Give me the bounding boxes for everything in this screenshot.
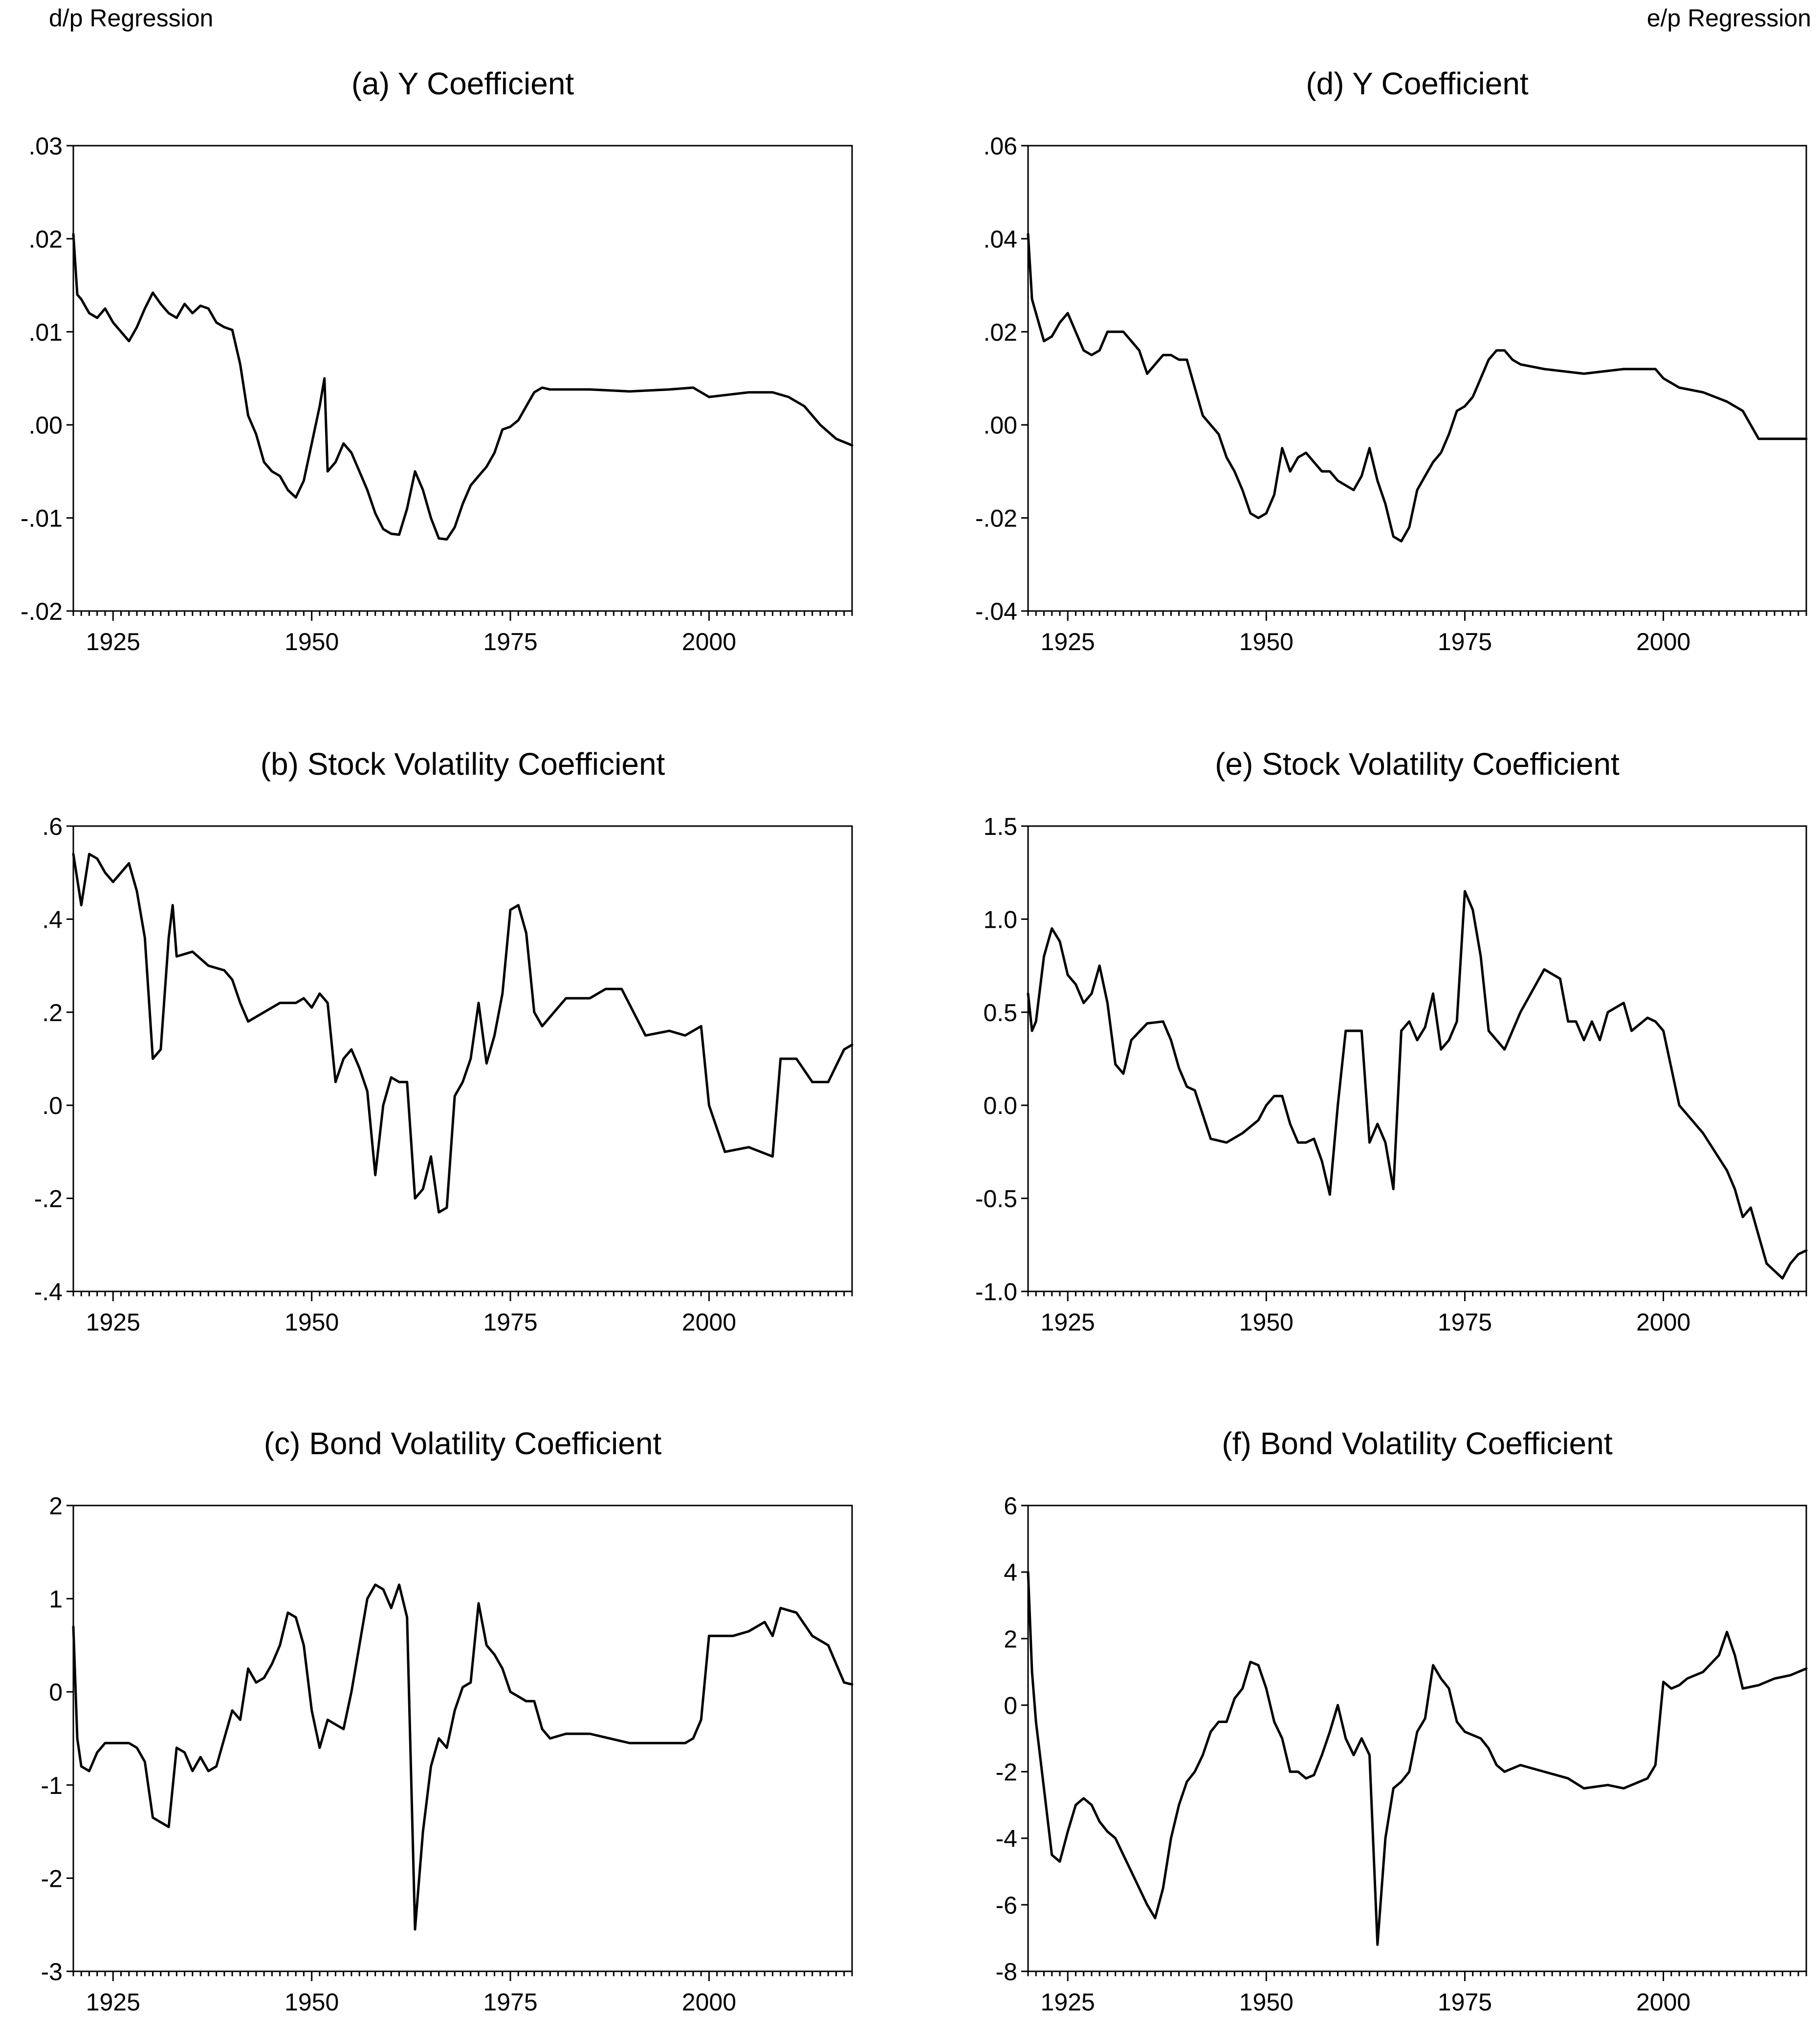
y-tick-label: 2 (49, 1492, 63, 1520)
y-tick-label: 4 (1004, 1559, 1017, 1586)
x-tick-label: 1950 (285, 1309, 339, 1336)
y-tick-label: -.02 (975, 505, 1017, 532)
series-line (72, 852, 854, 1214)
plot-frame (1027, 145, 1807, 612)
series-line (1027, 1571, 1808, 1946)
y-tick-label: 0 (49, 1679, 63, 1706)
chart-a: (a) Y Coefficient -.02 -.01 .00 .01 .02 .03 192… (21, 66, 854, 655)
y-tick-label: -1.0 (975, 1278, 1017, 1306)
y-tick-label: -.02 (21, 598, 63, 625)
x-tick-label: 1950 (1239, 628, 1294, 655)
x-tick-label: 1925 (1041, 1309, 1095, 1336)
series-line (72, 233, 854, 541)
chart-title: (c) Bond Volatility Coefficient (264, 1426, 662, 1461)
x-tick-label: 2000 (682, 1309, 736, 1336)
chart-title: (f) Bond Volatility Coefficient (1222, 1426, 1612, 1461)
chart-e: (e) Stock Volatility Coefficient -1.0 -0.5… (975, 746, 1808, 1336)
x-tick-label: 1925 (86, 1309, 140, 1336)
y-tick-label: .01 (28, 319, 63, 346)
right-column-header: e/p Regression (1646, 4, 1811, 32)
y-tick-label: 0.5 (983, 999, 1017, 1026)
y-tick-label: .04 (983, 225, 1017, 253)
x-tick-label: 1950 (285, 1988, 339, 2016)
x-tick-label: 1975 (483, 628, 537, 655)
x-tick-label: 1975 (483, 1988, 537, 2016)
x-tick-label: 1925 (86, 628, 140, 655)
y-tick-label: .2 (42, 999, 63, 1026)
y-tick-label: .00 (983, 412, 1017, 439)
y-tick-label: -.04 (975, 598, 1017, 625)
y-tick-label: .03 (28, 132, 63, 160)
y-tick-label: 1 (49, 1586, 63, 1613)
y-tick-label: -6 (996, 1892, 1017, 1919)
y-tick-label: -.2 (34, 1185, 63, 1213)
y-tick-label: -.4 (34, 1278, 63, 1306)
x-tick-label: 1975 (1438, 1988, 1492, 2016)
y-tick-label: .6 (42, 813, 63, 840)
y-tick-label: 0.0 (983, 1092, 1017, 1119)
x-tick-label: 2000 (1636, 1309, 1690, 1336)
y-tick-label: -2 (996, 1759, 1017, 1786)
y-tick-label: -.01 (21, 505, 63, 532)
y-tick-label: 1.5 (983, 813, 1017, 840)
x-tick-label: 1950 (1239, 1309, 1294, 1336)
left-column-header: d/p Regression (49, 4, 214, 32)
y-tick-label: .00 (28, 412, 63, 439)
x-tick-label: 1925 (1041, 1988, 1095, 2016)
x-tick-label: 2000 (1636, 1988, 1690, 2016)
x-tick-label: 1975 (1438, 628, 1492, 655)
y-tick-label: 1.0 (983, 906, 1017, 933)
y-tick-label: -2 (41, 1865, 63, 1892)
x-tick-label: 2000 (682, 628, 736, 655)
x-tick-label: 1975 (1438, 1309, 1492, 1336)
x-tick-label: 1925 (1041, 628, 1095, 655)
chart-title: (e) Stock Volatility Coefficient (1215, 746, 1620, 782)
y-tick-label: .06 (983, 132, 1017, 160)
x-tick-label: 2000 (682, 1988, 736, 2016)
y-tick-label: -3 (41, 1958, 63, 1986)
y-tick-label: -1 (41, 1772, 63, 1799)
y-tick-label: 2 (1004, 1625, 1017, 1653)
y-tick-label: -8 (996, 1958, 1017, 1986)
chart-title: (b) Stock Volatility Coefficient (261, 746, 665, 782)
x-tick-label: 1925 (86, 1988, 140, 2016)
chart-c: (c) Bond Volatility Coefficient -3 -2 -1 0 1 2… (41, 1426, 854, 2016)
x-tick-label: 1975 (483, 1309, 537, 1336)
chart-d: (d) Y Coefficient -.04 -.02 .00 .02 .04 .06 192… (975, 66, 1808, 655)
chart-title: (d) Y Coefficient (1306, 66, 1529, 101)
series-line (72, 1583, 854, 1931)
chart-f: (f) Bond Volatility Coefficient -8 -6 -4 -2 0… (996, 1426, 1808, 2016)
plot-frame (72, 825, 853, 1292)
y-tick-label: -4 (996, 1825, 1017, 1853)
y-tick-label: .0 (42, 1092, 63, 1119)
chart-title: (a) Y Coefficient (351, 66, 574, 101)
plot-frame (72, 145, 853, 612)
y-tick-label: -0.5 (975, 1185, 1017, 1213)
y-tick-label: .02 (28, 225, 63, 253)
y-tick-label: 0 (1004, 1692, 1017, 1719)
chart-b: (b) Stock Volatility Coefficient -.4 -.2 .0… (34, 746, 854, 1336)
x-tick-label: 1950 (1239, 1988, 1294, 2016)
x-tick-label: 2000 (1636, 628, 1690, 655)
series-line (1027, 890, 1808, 1280)
x-tick-label: 1950 (285, 628, 339, 655)
y-tick-label: .4 (42, 906, 63, 933)
plot-frame (72, 1505, 853, 1972)
y-tick-label: .02 (983, 319, 1017, 346)
y-tick-label: 6 (1004, 1492, 1017, 1520)
plot-frame (1027, 825, 1807, 1292)
series-line (1027, 233, 1808, 543)
